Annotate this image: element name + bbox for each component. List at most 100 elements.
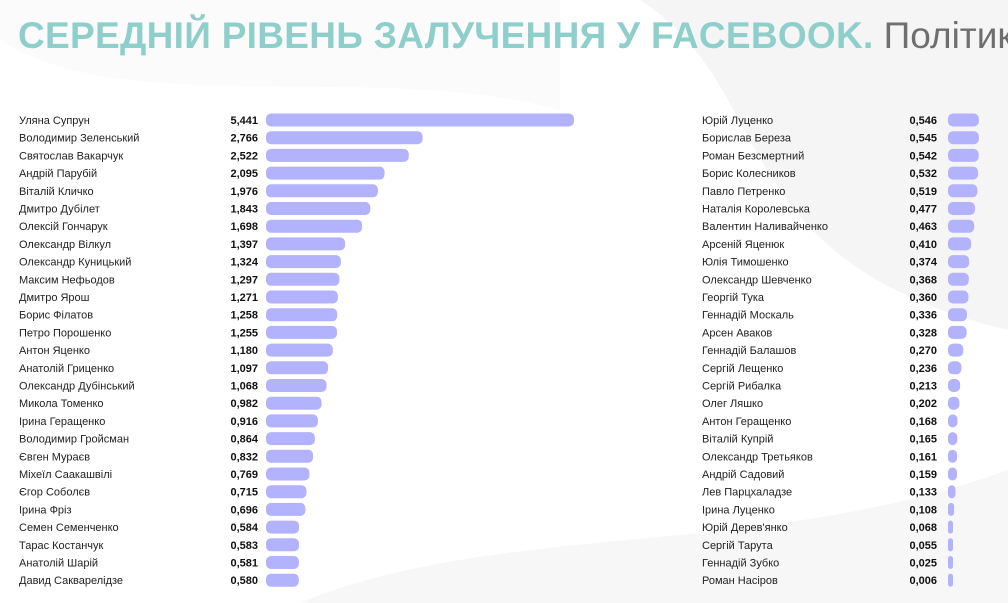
bar (948, 379, 961, 392)
data-label: 0,368 (909, 274, 937, 286)
data-label: 0,133 (909, 487, 937, 499)
category-label: Сергій Тарута (702, 540, 774, 552)
bar (948, 432, 958, 446)
category-label: Давид Сакварелідзе (19, 575, 123, 587)
category-label: Максим Нефьодов (19, 274, 115, 286)
category-label: Геннадій Зубко (702, 558, 779, 570)
bar (948, 502, 955, 516)
bar (948, 449, 958, 463)
category-label: Антон Яценко (19, 345, 90, 357)
category-label: Юрій Дерев'янко (702, 522, 788, 534)
data-label: 0,715 (230, 487, 258, 499)
data-label: 0,982 (230, 398, 258, 410)
data-label: 0,006 (909, 575, 937, 587)
data-label: 0,374 (909, 257, 937, 269)
bar (948, 538, 953, 552)
category-label: Олександр Дубінський (19, 381, 135, 393)
category-label: Андрій Садовий (702, 469, 784, 481)
data-label: 1,976 (230, 186, 258, 198)
bar (266, 202, 371, 215)
data-label: 1,271 (230, 292, 258, 304)
data-label: 1,397 (230, 239, 258, 251)
data-label: 0,463 (909, 221, 937, 233)
category-label: Антон Геращенко (702, 416, 791, 428)
category-label: Роман Безсмертний (702, 150, 804, 162)
bar (266, 131, 423, 145)
category-label: Ірина Луценко (702, 504, 775, 516)
bar (948, 131, 979, 145)
data-label: 0,410 (909, 239, 937, 251)
category-label: Дмитро Ярош (19, 292, 90, 304)
data-label: 1,068 (230, 381, 258, 393)
bar (948, 148, 979, 162)
category-label: Володимир Зеленський (19, 133, 139, 145)
category-label: Роман Насіров (702, 575, 778, 587)
data-label: 1,097 (230, 363, 258, 375)
bar (266, 538, 299, 552)
data-label: 1,698 (230, 221, 258, 233)
bar (266, 449, 314, 463)
bar (948, 573, 953, 587)
bar (266, 502, 306, 516)
category-label: Семен Семенченко (19, 522, 119, 534)
bar (948, 237, 972, 251)
bar (266, 343, 333, 357)
bar (948, 202, 975, 215)
data-label: 0,696 (230, 504, 258, 516)
data-label: 0,916 (230, 416, 258, 428)
category-label: Арсеній Яценюк (702, 239, 784, 251)
category-label: Єгор Соболєв (19, 487, 90, 499)
category-label: Олег Ляшко (702, 398, 763, 410)
data-label: 0,477 (909, 204, 937, 216)
bar (948, 343, 964, 357)
title-subtitle: Політики (883, 15, 1008, 56)
bar (266, 237, 346, 251)
bar (948, 396, 960, 410)
data-label: 1,297 (230, 274, 258, 286)
data-label: 1,843 (230, 204, 258, 216)
category-label: Міхеїл Саакашвілі (19, 469, 112, 481)
data-label: 1,324 (230, 257, 258, 269)
category-label: Борис Філатов (19, 310, 93, 322)
category-label: Олександр Куницький (19, 257, 131, 269)
data-label: 1,255 (230, 327, 258, 339)
category-label: Олександр Шевченко (702, 274, 812, 286)
category-label: Георгій Тука (702, 292, 765, 304)
category-label: Ірина Фріз (19, 504, 72, 516)
bar (266, 325, 337, 339)
category-label: Андрій Парубій (19, 168, 97, 180)
chart-column-1: Уляна Супрун 5,441 Володимир Зеленський 2,7… (19, 113, 574, 587)
data-label: 0,213 (909, 381, 937, 393)
data-label: 0,108 (909, 504, 937, 516)
data-label: 0,328 (909, 327, 937, 339)
category-label: Борис Колесников (702, 168, 796, 180)
category-label: Олександр Третьяков (702, 451, 813, 463)
category-label: Дмитро Дубілет (19, 204, 100, 216)
data-label: 0,519 (909, 186, 937, 198)
data-label: 0,165 (909, 434, 937, 446)
bar (948, 184, 978, 198)
chart-column-2: Юрій Луценко 0,546 Борислав Береза 0,545 Ром… (702, 113, 979, 587)
data-label: 0,583 (230, 540, 258, 552)
data-label: 0,159 (909, 469, 937, 481)
category-label: Юлія Тимошенко (702, 257, 789, 269)
bar (948, 467, 957, 481)
category-label: Лев Парцхаладзе (702, 487, 792, 499)
category-label: Геннадій Балашов (702, 345, 796, 357)
data-label: 0,532 (909, 168, 937, 180)
data-label: 0,360 (909, 292, 937, 304)
bar (266, 308, 338, 322)
category-label: Анатолій Шарій (19, 558, 98, 570)
data-label: 0,270 (909, 345, 937, 357)
data-label: 0,864 (230, 434, 258, 446)
bar (266, 184, 378, 198)
data-label: 0,580 (230, 575, 258, 587)
bar (948, 414, 958, 428)
data-label: 2,095 (230, 168, 258, 180)
category-label: Петро Порошенко (19, 327, 111, 339)
bar (266, 396, 322, 410)
bar (948, 325, 967, 339)
category-label: Борислав Береза (702, 133, 792, 145)
